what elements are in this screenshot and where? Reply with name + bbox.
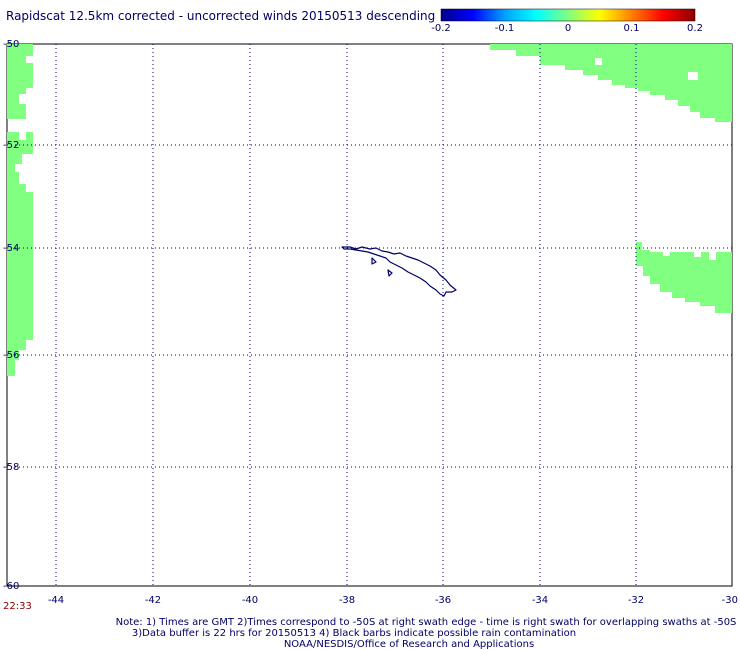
colorbar-tick-label: 0.2: [687, 23, 703, 34]
longitude-label: -44: [48, 595, 64, 606]
swath-left-strip: [7, 44, 33, 119]
longitude-label: -38: [339, 595, 355, 606]
longitude-labels: -44 -42 -40 -38 -36 -34 -32 -30: [48, 595, 738, 606]
swath-gap: [709, 252, 716, 260]
latitude-label: -58: [3, 462, 19, 473]
note-line-2: 3)Data buffer is 22 hrs for 20150513 4) …: [132, 628, 576, 639]
island-outline: [341, 246, 457, 297]
swath-left-strip-lower: [7, 132, 33, 376]
swath-gap: [694, 252, 701, 257]
swath-top-right: [490, 44, 732, 122]
colorbar: [440, 8, 696, 22]
colorbar-tick-labels: -0.2 -0.1 0 0.1 0.2: [431, 23, 703, 34]
swath-coverage: [7, 44, 732, 376]
longitude-label: -30: [722, 595, 738, 606]
latitude-label: -56: [3, 350, 19, 361]
colorbar-tick-label: -0.2: [431, 23, 451, 34]
latitude-label: -60: [3, 581, 19, 592]
colorbar-tick-label: 0: [565, 23, 571, 34]
graticule: [7, 44, 732, 586]
longitude-label: -40: [242, 595, 258, 606]
colorbar-tick-label: -0.1: [495, 23, 515, 34]
longitude-label: -36: [435, 595, 451, 606]
longitude-label: -34: [532, 595, 548, 606]
swath-gap: [688, 72, 698, 80]
latitude-label: -52: [3, 140, 19, 151]
latitude-label: -50: [3, 39, 19, 50]
latitude-labels: -50 -52 -54 -56 -58 -60: [3, 39, 19, 592]
swath-right-middle: [636, 242, 732, 313]
map-frame: [6, 43, 733, 587]
swath-time-label: 22:33: [3, 601, 32, 612]
longitude-label: -42: [145, 595, 161, 606]
longitude-label: -32: [628, 595, 644, 606]
swath-gap: [595, 58, 602, 65]
latitude-label: -54: [3, 243, 19, 254]
map-title: Rapidscat 12.5km corrected - uncorrected…: [6, 9, 435, 23]
swath-gap: [663, 252, 670, 256]
note-line-1: Note: 1) Times are GMT 2)Times correspon…: [116, 617, 737, 628]
note-line-3: NOAA/NESDIS/Office of Research and Appli…: [284, 639, 534, 650]
colorbar-tick-label: 0.1: [624, 23, 640, 34]
